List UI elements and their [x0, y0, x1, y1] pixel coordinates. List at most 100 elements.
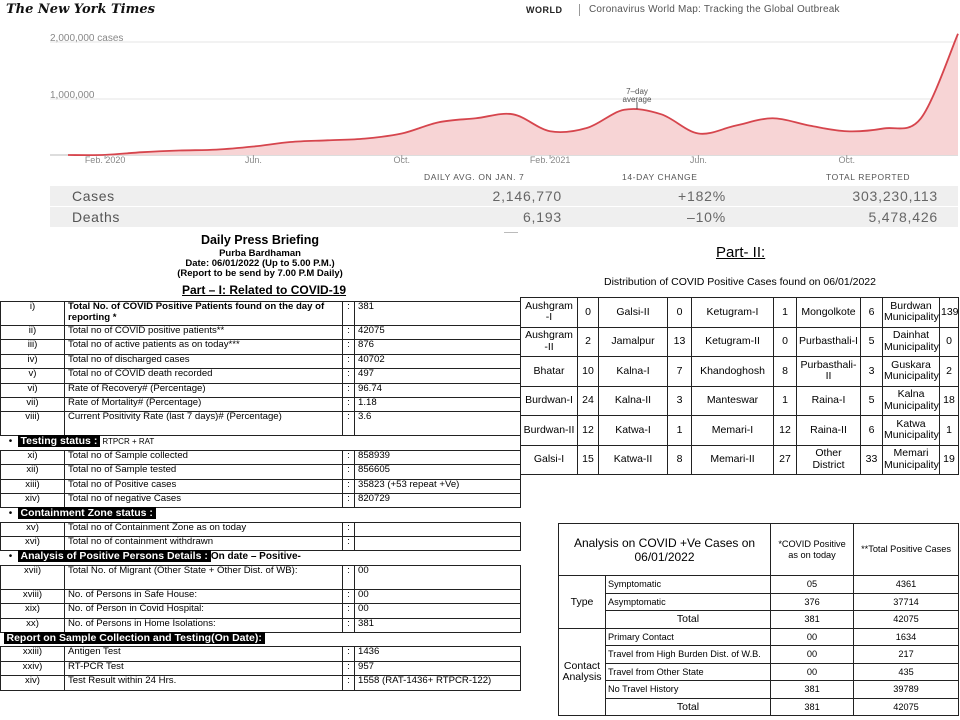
- total-label: Total: [604, 697, 772, 716]
- analysis-row: Contact Analysis Primary Contact 00 1634: [558, 627, 960, 716]
- row-label: Total no of Sample tested: [64, 464, 343, 480]
- briefing-row: ii) Total no of COVID positive patients**…: [0, 324, 521, 341]
- row-value: 96.74: [354, 382, 521, 398]
- row-value: 1436: [354, 646, 521, 662]
- row-value: 35823 (+53 repeat +Ve): [354, 478, 521, 494]
- block-name: Kalna-I: [598, 356, 668, 387]
- testing-status-title: Testing status :: [17, 435, 101, 448]
- analysis-total: 435: [853, 662, 960, 681]
- row-label: RT-PCR Test: [64, 660, 343, 677]
- stat-header-avg: DAILY AVG. ON JAN. 7: [424, 172, 525, 182]
- row-label: Rate of Recovery# (Percentage): [64, 382, 343, 398]
- stat-label-cases: Cases: [72, 188, 115, 204]
- block-count: 139: [939, 297, 959, 328]
- row-number: xxiv): [0, 660, 65, 677]
- col-total-header: **Total Positive Cases: [853, 523, 960, 576]
- briefing-row: iii) Total no of active patients as on to…: [0, 339, 521, 355]
- total-total: 42075: [853, 610, 960, 629]
- briefing-district: Purba Bardhaman: [219, 248, 301, 259]
- stat-cases-avg: 2,146,770: [492, 188, 562, 204]
- analysis-label: Symptomatic: [604, 575, 772, 594]
- row-label: Current Positivity Rate (last 7 days)# (…: [64, 411, 343, 437]
- row-number: ii): [0, 324, 65, 341]
- block-name: Manteswar: [691, 385, 774, 416]
- block-count: 19: [939, 444, 959, 475]
- block-row: Burdwan-I 24 Kalna-II 3 Manteswar 1 Raina-I 5 Ka…: [520, 385, 959, 416]
- testing-status-suffix: RTPCR + RAT: [102, 437, 155, 447]
- total-today: 381: [770, 697, 855, 716]
- row-colon: :: [342, 536, 355, 552]
- row-number: xviii): [0, 588, 65, 605]
- block-count: 2: [577, 326, 599, 357]
- analysis-header-row: Analysis on COVID +Ve Cases on 06/01/202…: [557, 523, 960, 576]
- row-label: Total no of Sample collected: [64, 449, 343, 466]
- briefing-row: xviii) No. of Persons in Safe House::00: [0, 588, 521, 605]
- row-number: xiii): [0, 478, 65, 494]
- containment-status-cell: • Containment Zone status :: [0, 507, 521, 523]
- row-value: 497: [354, 368, 521, 384]
- analysis-table: Analysis on COVID +Ve Cases on 06/01/202…: [557, 523, 960, 716]
- analysis-today: 381: [770, 680, 855, 699]
- row-colon: :: [342, 324, 355, 341]
- x-axis-ticks: Feb. 2020 Jun. Oct. Feb. 2021 Jun. Oct.: [85, 155, 855, 165]
- block-name: Kalna Municipality: [882, 385, 940, 416]
- block-name: Aushgram -II: [520, 326, 578, 357]
- block-name: Memari-I: [691, 415, 774, 446]
- row-number: viii): [0, 411, 65, 437]
- row-colon: :: [342, 382, 355, 398]
- row-label: Rate of Mortality# (Percentage): [64, 396, 343, 413]
- row-label: Antigen Test: [64, 646, 343, 662]
- row-label: Total No. of COVID Positive Patients fou…: [64, 301, 343, 326]
- row-colon: :: [342, 675, 355, 691]
- block-name: Raina-II: [796, 415, 861, 446]
- analysis-total: 37714: [853, 592, 960, 611]
- block-name: Dainhat Municipality: [882, 326, 940, 357]
- block-name: Katwa-I: [598, 415, 668, 446]
- block-count: 5: [860, 385, 883, 416]
- block-name: Memari-II: [691, 444, 774, 475]
- block-count: 12: [577, 415, 599, 446]
- analysis-today: 05: [770, 575, 855, 594]
- row-value: 40702: [354, 353, 521, 370]
- x-tick-label: Oct.: [838, 155, 855, 165]
- stat-header-total: TOTAL REPORTED: [826, 172, 911, 182]
- block-name: Mongolkote: [796, 297, 861, 328]
- block-name: Burdwan Municipality: [882, 297, 940, 328]
- analysis-total-row: Total 381 42075: [559, 610, 960, 629]
- section-link[interactable]: WORLD: [526, 5, 563, 15]
- row-colon: :: [342, 478, 355, 494]
- row-number: iv): [0, 353, 65, 370]
- stat-deaths-change: –10%: [686, 209, 726, 225]
- row-colon: :: [342, 646, 355, 662]
- nyt-logo[interactable]: The New York Times: [6, 2, 155, 17]
- briefing-row: xxiii) Antigen Test:1436: [0, 646, 521, 662]
- row-colon: :: [342, 588, 355, 605]
- stat-row-deaths: [50, 207, 958, 227]
- block-count: 3: [860, 356, 883, 387]
- containment-status: • Containment Zone status :: [0, 507, 521, 523]
- row-value: 00: [354, 564, 521, 590]
- col-today-header: *COVID Positive as on today: [770, 523, 855, 576]
- row-number: xii): [0, 464, 65, 480]
- block-name: Khandoghosh: [691, 356, 774, 387]
- row-value: 00: [354, 603, 521, 619]
- nyt-covid-chart-panel: The New York Times WORLD Coronavirus Wor…: [0, 0, 960, 232]
- row-number: xiv): [0, 675, 65, 691]
- row-label: No. of Persons in Safe House:: [64, 588, 343, 605]
- analysis-row: No Travel History 381 39789: [559, 680, 960, 699]
- block-name: Other District: [796, 444, 861, 475]
- block-name: Aushgram -I: [520, 297, 578, 328]
- analysis-title: Analysis on COVID +Ve Cases on 06/01/202…: [557, 523, 772, 576]
- row-value: 856605: [354, 464, 521, 480]
- analysis-label: Primary Contact: [604, 627, 772, 646]
- row-colon: :: [342, 617, 355, 634]
- article-headline[interactable]: Coronavirus World Map: Tracking the Glob…: [589, 4, 840, 15]
- stat-header-change: 14-DAY CHANGE: [622, 172, 698, 182]
- bullet-icon: •: [8, 508, 13, 520]
- analysis-total: 4361: [853, 575, 960, 594]
- part1-heading: Part – I: Related to COVID-19: [182, 283, 347, 297]
- total-total: 42075: [853, 697, 960, 716]
- row-number: vi): [0, 382, 65, 398]
- block-count: 3: [667, 385, 692, 416]
- row-colon: :: [342, 353, 355, 370]
